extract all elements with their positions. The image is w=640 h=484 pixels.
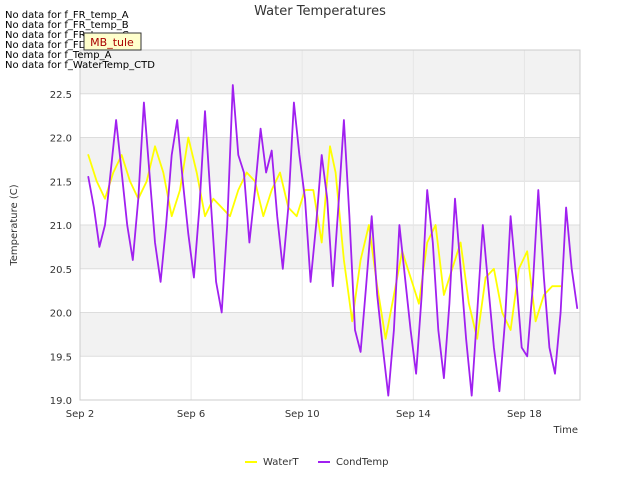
x-tick-labels: Sep 2 Sep 6 Sep 10 Sep 14 Sep 18	[66, 409, 542, 420]
y-tick-label: 21.5	[50, 177, 72, 188]
y-tick-label: 21.0	[50, 221, 72, 232]
background-band	[80, 50, 580, 94]
series-line-condtemp	[87, 84, 579, 397]
x-axis-label: Time	[553, 425, 578, 436]
no-data-message: No data for f_FD_Temp_1	[5, 40, 129, 51]
y-tick-labels: 19.0 19.5 20.0 20.5 21.0 21.5 22.0 22.5	[50, 90, 72, 407]
background-band	[80, 312, 580, 357]
x-tick-label: Sep 10	[285, 409, 320, 420]
legend-label: WaterT	[263, 457, 300, 468]
no-data-message: No data for f_WaterTemp_CTD	[5, 60, 155, 71]
x-tick-label: Sep 2	[66, 409, 94, 420]
x-tick-label: Sep 14	[396, 409, 431, 420]
background-band	[80, 137, 580, 182]
y-tick-label: 20.0	[50, 309, 72, 320]
y-tick-label: 20.5	[50, 265, 72, 276]
background-band	[80, 181, 580, 225]
no-data-message: No data for f_FR_temp_B	[5, 20, 129, 31]
no-data-message: No data for f_FR_temp_C	[5, 30, 129, 41]
no-data-messages: No data for f_FR_temp_ANo data for f_FR_…	[5, 10, 155, 71]
badge: MB_tule	[83, 32, 142, 51]
no-data-message: No data for f_Temp_A	[5, 50, 112, 61]
chart-title: Water Temperatures	[254, 4, 386, 19]
plot-frame	[79, 49, 581, 401]
y-tick-label: 22.0	[50, 134, 72, 145]
x-tick-label: Sep 6	[177, 409, 205, 420]
y-tick-label: 22.5	[50, 90, 72, 101]
badge-box	[83, 32, 142, 51]
background-band	[80, 268, 580, 313]
y-tick-label: 19.5	[50, 352, 72, 363]
x-tick-label: Sep 18	[507, 409, 542, 420]
y-tick-label: 19.0	[50, 396, 72, 407]
series-layer	[87, 84, 579, 397]
background-band	[80, 356, 580, 400]
no-data-message: No data for f_FR_temp_A	[5, 10, 129, 21]
y-axis-label: Temperature (C)	[9, 184, 20, 266]
legend: WaterT CondTemp	[245, 457, 388, 468]
background-band	[80, 93, 580, 138]
badge-label: MB_tule	[90, 36, 134, 49]
legend-label: CondTemp	[336, 457, 388, 468]
